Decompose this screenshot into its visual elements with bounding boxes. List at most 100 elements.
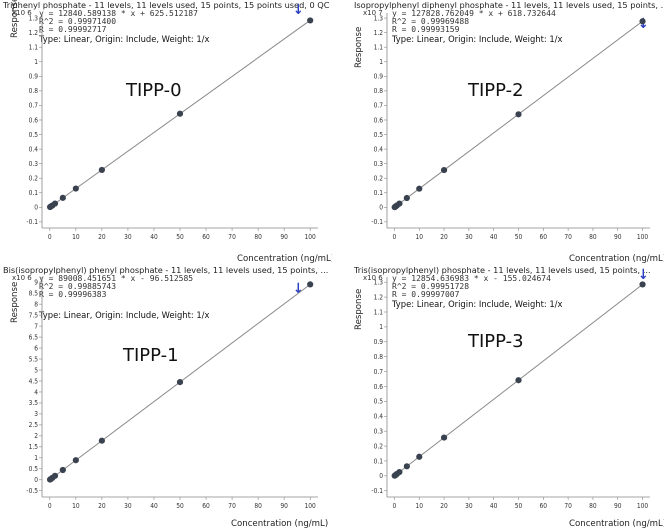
- chart-panel-tipp-0: Triphenyl phosphate - 11 levels, 11 leve…: [0, 0, 332, 264]
- x-tick-label: 60: [540, 502, 548, 510]
- y-tick-label: 1.2: [29, 29, 39, 37]
- data-point: [440, 166, 448, 174]
- y-tick-label: 2.5: [29, 421, 39, 429]
- axis-multiplier: x10 6: [12, 9, 32, 17]
- chart-title: Tris(isopropylphenyl) phosphate - 11 lev…: [354, 265, 651, 275]
- plot-area: -0.5 0 0.5 1 1.5 2 2.5 3 3.5 4 4.5 5 5.5 6 6.5 7 7.5 8 8.5…: [26, 277, 318, 510]
- r-value: R = 0.99992717: [39, 25, 107, 34]
- y-tick-label: 0.6: [374, 116, 384, 124]
- y-tick-label: 5.5: [29, 355, 39, 363]
- regression-equation: y = 89008.451651 * x - 96.512585: [39, 274, 194, 283]
- chart-title: Bis(isopropylphenyl) phenyl phosphate - …: [3, 265, 329, 275]
- axis-multiplier: x10 7: [363, 9, 383, 17]
- y-tick-label: 0.7: [374, 102, 384, 110]
- y-tick-label: 0.4: [374, 145, 384, 153]
- data-point: [396, 200, 403, 207]
- y-tick-label: 3.5: [29, 399, 39, 407]
- chart-title: Triphenyl phosphate - 11 levels, 11 leve…: [3, 0, 330, 10]
- r-value: R = 0.99993159: [392, 25, 460, 34]
- x-tick-label: 70: [228, 502, 236, 510]
- y-tick-label: 1: [34, 58, 38, 66]
- data-point: [51, 200, 59, 207]
- compound-label: TIPP-1: [123, 345, 179, 366]
- data-point: [515, 377, 522, 384]
- chart-panel-tipp-2: Isopropylphenyl diphenyl phosphate - 11 …: [332, 0, 664, 264]
- y-tick-label: 7.5: [29, 311, 39, 319]
- y-tick-label: 0.8: [374, 87, 384, 95]
- y-tick-label: 0.3: [29, 160, 39, 168]
- regression-equation: y = 12840.589138 * x + 625.512187: [39, 9, 198, 18]
- x-tick-label: 60: [202, 233, 210, 241]
- data-point: [515, 111, 522, 118]
- x-tick-label: 90: [280, 233, 288, 241]
- x-tick-label: 80: [254, 502, 262, 510]
- y-tick-label: 8: [34, 300, 38, 308]
- compound-label: TIPP-2: [468, 80, 524, 101]
- x-tick-label: 50: [515, 502, 523, 510]
- data-point: [416, 453, 423, 460]
- fit-type: Type: Linear, Origin: Include, Weight: 1…: [39, 34, 210, 44]
- y-tick-label: 1.5: [29, 443, 39, 451]
- x-tick-label: 0: [393, 233, 397, 241]
- y-tick-label: 0.2: [29, 175, 39, 183]
- y-tick-label: 7: [34, 322, 38, 330]
- data-point: [72, 185, 79, 192]
- x-tick-label: 80: [589, 502, 597, 510]
- y-tick-label: 8.5: [29, 289, 39, 297]
- y-tick-label: 4: [34, 388, 38, 396]
- chart-title: Isopropylphenyl diphenyl phosphate - 11 …: [354, 0, 664, 10]
- y-tick-label: 0: [379, 204, 383, 212]
- data-point: [72, 457, 79, 464]
- r-value: R = 0.99996383: [39, 290, 107, 299]
- data-point: [307, 17, 314, 24]
- y-tick-label: 0.5: [29, 465, 39, 473]
- fit-type: Type: Linear, Origin: Include, Weight: 1…: [392, 34, 563, 44]
- x-tick-label: 100: [637, 233, 649, 241]
- y-tick-label: 0.3: [374, 427, 384, 435]
- y-tick-label: 0.1: [374, 457, 384, 465]
- x-tick-label: 40: [150, 502, 158, 510]
- x-tick-label: 70: [564, 233, 572, 241]
- x-tick-label: 40: [490, 502, 498, 510]
- x-tick-label: 80: [254, 233, 262, 241]
- r-squared: R^2 = 0.99969488: [392, 17, 470, 26]
- y-tick-label: 9: [34, 279, 38, 287]
- y-tick-label: 0.6: [29, 116, 39, 124]
- plot-area: -0.1 0 0.1 0.2 0.3 0.4 0.5 0.6 0.7 0.8 0.9 1 1.1 1.2 1…: [371, 13, 650, 241]
- y-tick-label: 0.5: [29, 131, 39, 139]
- y-tick-label: 1: [34, 454, 38, 462]
- data-point: [416, 185, 423, 192]
- data-point: [59, 466, 66, 474]
- x-tick-label: 60: [540, 233, 548, 241]
- x-tick-label: 30: [465, 502, 473, 510]
- y-tick-label: 0.4: [29, 145, 39, 153]
- x-tick-label: 90: [280, 502, 288, 510]
- down-arrow-icon: ↓: [293, 2, 304, 18]
- r-squared: R^2 = 0.99971400: [39, 17, 117, 26]
- y-tick-label: 0: [379, 472, 383, 480]
- y-tick-label: 1.1: [374, 44, 384, 52]
- y-tick-label: 0.9: [29, 73, 39, 81]
- data-point: [176, 110, 184, 117]
- y-tick-label: 0: [34, 476, 38, 484]
- x-axis-label: Concentration (ng/mL): [237, 254, 332, 264]
- y-tick-label: 1: [379, 58, 383, 66]
- x-axis-label: Concentration (ng/mL): [569, 254, 664, 264]
- data-point: [59, 194, 66, 201]
- x-tick-label: 20: [98, 233, 106, 241]
- x-tick-label: 100: [305, 502, 317, 510]
- x-tick-label: 10: [415, 233, 423, 241]
- x-tick-label: 90: [614, 502, 622, 510]
- x-tick-label: 20: [440, 233, 448, 241]
- compound-label: TIPP-3: [468, 331, 524, 352]
- chart-panel-tipp-1: Bis(isopropylphenyl) phenyl phosphate - …: [0, 265, 332, 529]
- y-tick-label: 0.7: [374, 368, 384, 376]
- x-tick-label: 100: [637, 502, 649, 510]
- y-tick-label: 0.9: [374, 73, 384, 81]
- y-tick-label: 6.5: [29, 333, 39, 341]
- y-tick-label: 0.3: [374, 160, 384, 168]
- data-point: [440, 434, 448, 441]
- y-tick-label: 0.4: [374, 413, 384, 421]
- x-tick-label: 80: [589, 233, 597, 241]
- regression-equation: y = 12854.636983 * x - 155.024674: [392, 274, 551, 283]
